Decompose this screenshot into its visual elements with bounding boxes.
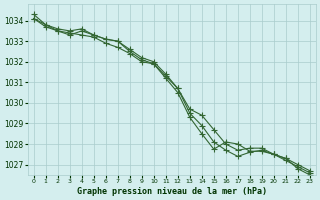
X-axis label: Graphe pression niveau de la mer (hPa): Graphe pression niveau de la mer (hPa) bbox=[77, 187, 267, 196]
